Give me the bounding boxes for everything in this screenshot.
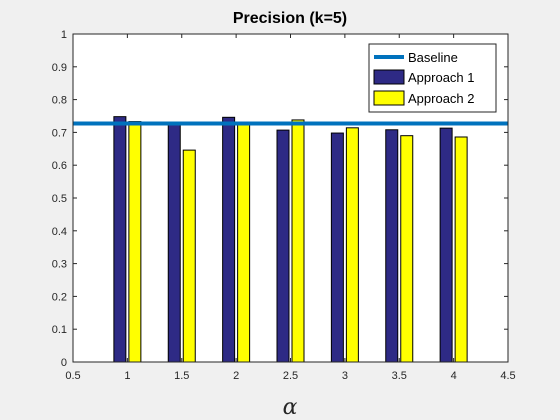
bar-approach2-1	[182, 149, 196, 363]
bar-approach2-0	[128, 121, 142, 363]
y-tick-label-9: 0.9	[52, 62, 67, 74]
legend-approach1-label: Approach 1	[408, 70, 475, 85]
legend-approach1-swatch	[373, 69, 405, 85]
x-tick-label-7: 4	[451, 370, 457, 382]
x-tick-label-2: 1.5	[174, 370, 189, 382]
y-tick-label-7: 0.7	[52, 127, 67, 139]
bar-approach2-4	[345, 127, 359, 363]
bar-approach1-5	[385, 129, 399, 363]
bar-approach2-2	[237, 124, 251, 363]
y-tick-label-4: 0.4	[52, 226, 67, 238]
legend-approach2-swatch	[373, 90, 405, 106]
bar-approach1-3	[276, 129, 290, 363]
bar-approach2-3	[291, 119, 305, 363]
bar-approach2-6	[454, 136, 468, 363]
bar-approach2-5	[400, 135, 414, 363]
y-tick-label-5: 0.5	[52, 193, 67, 205]
y-ticks: 0 0.1 0.2 0.3 0.4 0.5 0.6 0.7 0.8 0.9 1	[52, 29, 508, 369]
x-tick-label-5: 3	[342, 370, 348, 382]
x-tick-label-6: 3.5	[392, 370, 407, 382]
y-tick-label-1: 0.1	[52, 324, 67, 336]
x-tick-label-0: 0.5	[65, 370, 80, 382]
x-tick-label-3: 2	[233, 370, 239, 382]
bar-approach1-4	[330, 132, 344, 363]
bar-approach1-0	[113, 116, 127, 363]
legend-baseline-label: Baseline	[408, 50, 458, 65]
y-tick-label-2: 0.2	[52, 291, 67, 303]
chart-title: Precision (k=5)	[233, 10, 347, 27]
legend-approach2-label: Approach 2	[408, 91, 475, 106]
x-tick-label-8: 4.5	[500, 370, 515, 382]
x-tick-label-4: 2.5	[283, 370, 298, 382]
bar-approach1-2	[222, 116, 236, 363]
legend: Baseline Approach 1 Approach 2	[368, 43, 497, 113]
y-tick-label-6: 0.6	[52, 160, 67, 172]
y-tick-label-8: 0.8	[52, 95, 67, 107]
x-ticks: 0.5 1 1.5 2 2.5 3 3.5 4 4.5	[65, 34, 516, 382]
x-axis-label: α	[283, 395, 298, 420]
y-tick-label-3: 0.3	[52, 259, 67, 271]
y-tick-label-10: 1	[61, 29, 67, 41]
bar-approach1-1	[167, 121, 181, 363]
bar-approach1-6	[439, 127, 453, 363]
y-tick-label-0: 0	[61, 357, 67, 369]
x-tick-label-1: 1	[124, 370, 130, 382]
